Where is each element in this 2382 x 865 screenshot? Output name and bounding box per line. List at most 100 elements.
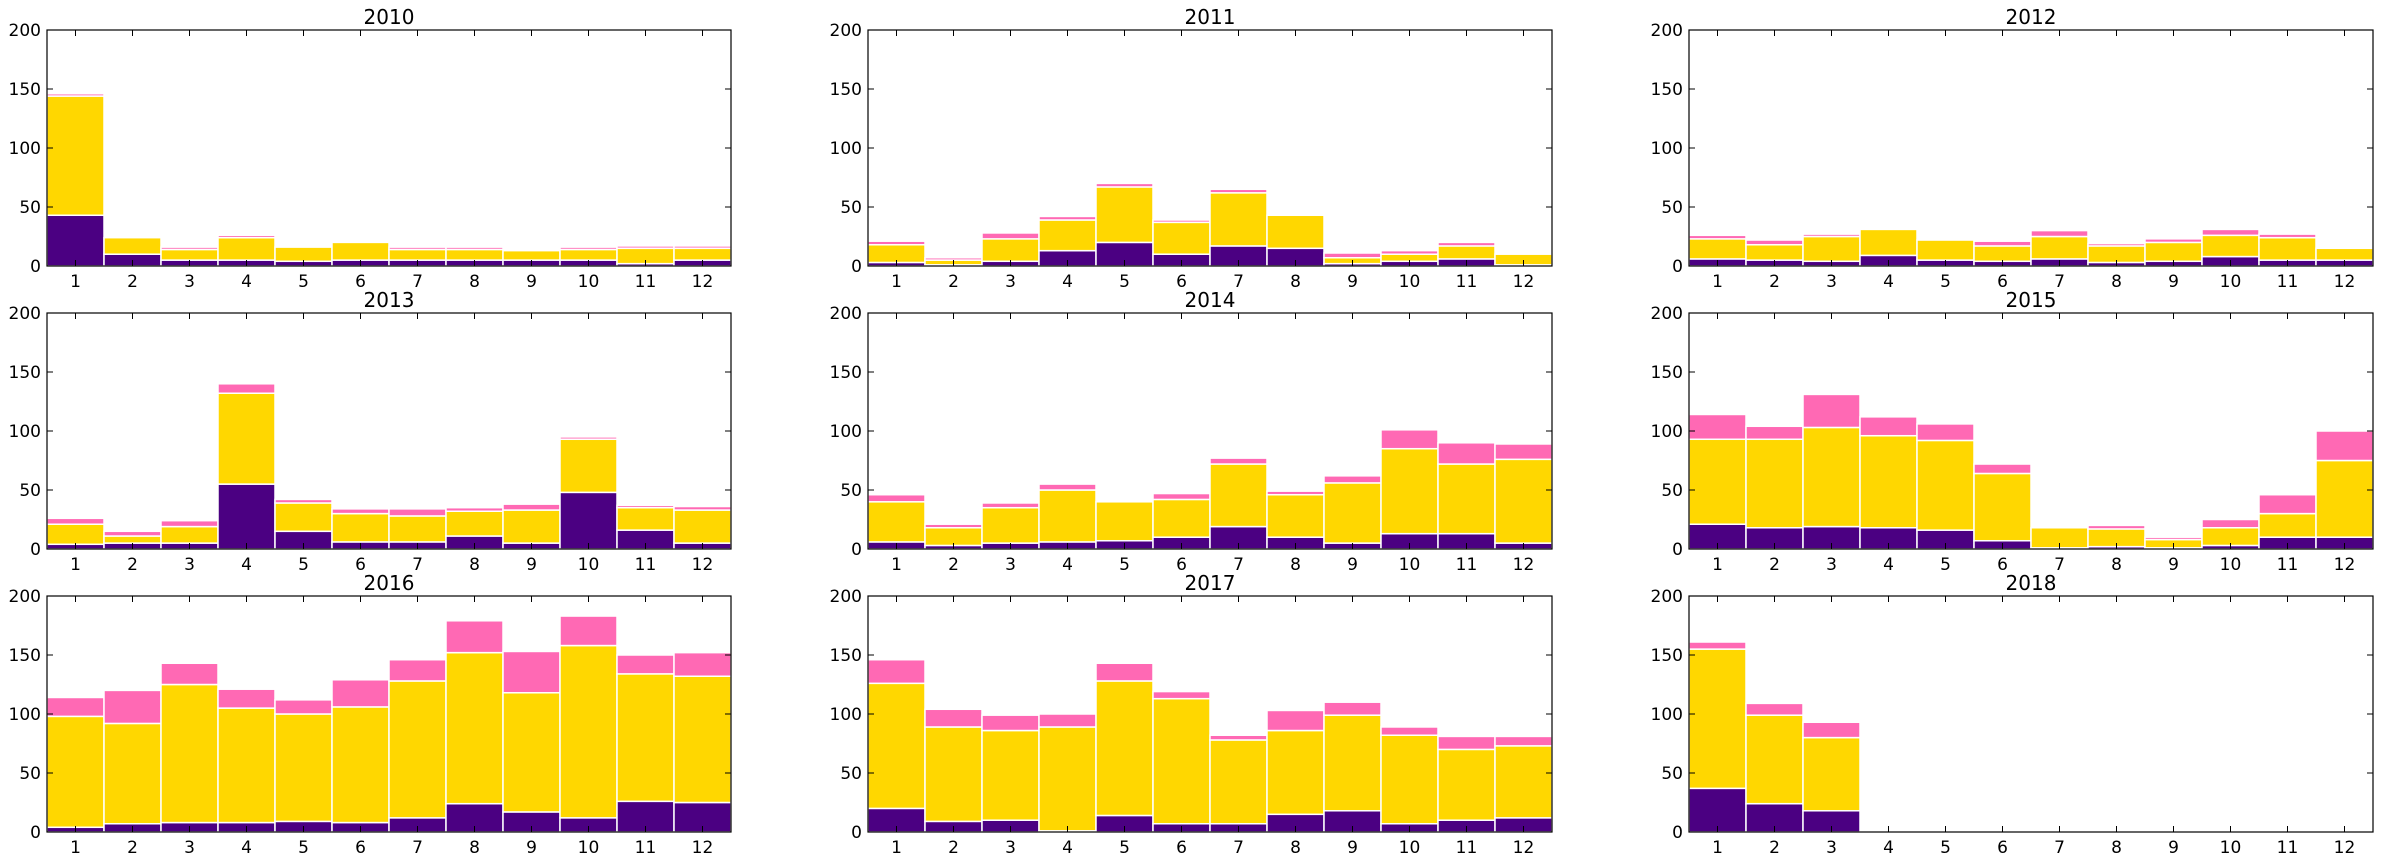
axes-frame xyxy=(1688,312,2374,550)
bar-top-3 xyxy=(981,714,1040,732)
xtick-label: 9 xyxy=(526,555,537,575)
xtick-label: 3 xyxy=(184,555,195,575)
bar-top-8 xyxy=(445,246,504,251)
bar-middle-1 xyxy=(46,715,105,829)
xtick-label: 5 xyxy=(298,272,309,292)
xtick-label: 9 xyxy=(1347,555,1358,575)
xtick-label: 9 xyxy=(2168,272,2179,292)
ytick-label: 100 xyxy=(830,139,862,159)
xtick-label: 7 xyxy=(2054,272,2065,292)
bar-middle-7 xyxy=(388,680,447,819)
bar-top-8 xyxy=(2087,524,2146,530)
bar-top-4 xyxy=(1038,713,1097,728)
xtick-label: 5 xyxy=(1119,555,1130,575)
bar-top-2 xyxy=(1745,239,1804,246)
bar-middle-12 xyxy=(2315,459,2374,538)
xtick-label: 2 xyxy=(948,838,959,858)
bar-middle-3 xyxy=(160,248,219,261)
bar-middle-4 xyxy=(1859,228,1918,257)
bar-top-6 xyxy=(1152,690,1211,700)
bar-top-3 xyxy=(1802,233,1861,238)
bar-middle-7 xyxy=(388,515,447,543)
ytick-label: 50 xyxy=(19,481,41,501)
xtick-label: 1 xyxy=(891,272,902,292)
xtick-label: 3 xyxy=(1005,838,1016,858)
bar-middle-11 xyxy=(1437,748,1496,821)
bar-top-4 xyxy=(217,234,276,239)
ytick-label: 50 xyxy=(840,481,862,501)
bar-middle-7 xyxy=(2030,235,2089,260)
bar-middle-10 xyxy=(1380,734,1439,825)
bar-middle-8 xyxy=(445,510,504,537)
xtick-label: 6 xyxy=(1176,272,1187,292)
xtick-label: 4 xyxy=(241,272,252,292)
bar-middle-2 xyxy=(924,527,983,547)
xtick-label: 4 xyxy=(241,555,252,575)
axes-frame xyxy=(1688,595,2374,833)
ytick-label: 150 xyxy=(9,646,41,666)
xtick-label: 5 xyxy=(1940,272,1951,292)
bar-middle-2 xyxy=(924,726,983,823)
xtick-label: 9 xyxy=(526,272,537,292)
bar-top-11 xyxy=(616,654,675,675)
bar-top-11 xyxy=(2258,233,2317,239)
xtick-label: 4 xyxy=(241,838,252,858)
bar-top-5 xyxy=(274,699,333,715)
bar-top-1 xyxy=(867,658,926,685)
xtick-label: 2 xyxy=(1769,555,1780,575)
bar-middle-8 xyxy=(445,651,504,805)
bar-middle-1 xyxy=(867,682,926,810)
bar-middle-1 xyxy=(1688,648,1747,790)
xtick-label: 4 xyxy=(1883,272,1894,292)
bar-top-7 xyxy=(388,246,447,251)
xtick-label: 8 xyxy=(469,838,480,858)
bar-middle-3 xyxy=(1802,426,1861,528)
xtick-label: 8 xyxy=(2111,272,2122,292)
xtick-label: 6 xyxy=(1997,555,2008,575)
bar-middle-7 xyxy=(1209,192,1268,247)
bar-middle-2 xyxy=(1745,438,1804,529)
bar-middle-6 xyxy=(1973,245,2032,263)
ytick-label: 100 xyxy=(9,705,41,725)
xtick-label: 11 xyxy=(2277,555,2299,575)
subplot-title: 2013 xyxy=(364,288,415,312)
bar-middle-6 xyxy=(1152,498,1211,538)
xtick-label: 1 xyxy=(70,555,81,575)
xtick-label: 6 xyxy=(355,838,366,858)
bar-middle-10 xyxy=(559,644,618,819)
bar-top-4 xyxy=(217,383,276,394)
axes-frame xyxy=(46,29,732,267)
xtick-label: 3 xyxy=(184,838,195,858)
bar-middle-2 xyxy=(103,535,162,544)
ytick-label: 150 xyxy=(9,80,41,100)
bar-top-9 xyxy=(502,503,561,511)
xtick-label: 5 xyxy=(1119,272,1130,292)
bar-bottom-1 xyxy=(46,214,105,267)
bar-top-6 xyxy=(331,679,390,708)
bar-top-9 xyxy=(502,650,561,694)
xtick-label: 8 xyxy=(469,555,480,575)
xtick-label: 12 xyxy=(1513,555,1535,575)
bar-top-3 xyxy=(160,246,219,251)
bar-top-8 xyxy=(445,620,504,654)
xtick-label: 10 xyxy=(2220,272,2242,292)
xtick-label: 6 xyxy=(1997,272,2008,292)
xtick-label: 7 xyxy=(1233,272,1244,292)
bar-middle-4 xyxy=(217,707,276,824)
bar-middle-4 xyxy=(1038,726,1097,832)
bar-top-1 xyxy=(1688,234,1747,240)
xtick-label: 7 xyxy=(412,838,423,858)
xtick-label: 1 xyxy=(1712,272,1723,292)
bar-middle-8 xyxy=(2087,245,2146,264)
bar-middle-12 xyxy=(673,509,732,544)
bar-top-8 xyxy=(1266,490,1325,496)
xtick-label: 11 xyxy=(635,272,657,292)
bar-top-9 xyxy=(1323,475,1382,484)
xtick-label: 8 xyxy=(2111,555,2122,575)
xtick-label: 9 xyxy=(1347,838,1358,858)
bar-top-11 xyxy=(616,504,675,509)
subplot-title: 2017 xyxy=(1185,571,1236,595)
